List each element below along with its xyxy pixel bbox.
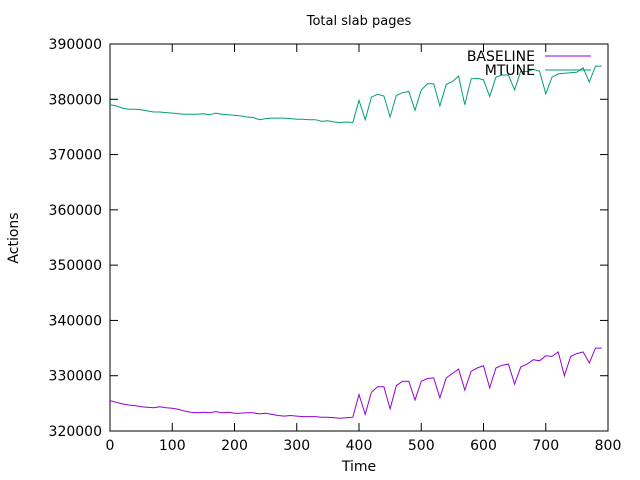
y-tick-label: 320000 <box>49 424 102 440</box>
x-tick-label: 100 <box>159 438 186 454</box>
x-tick-label: 500 <box>408 438 435 454</box>
legend-label-baseline: BASELINE <box>467 49 535 65</box>
x-tick-label: 700 <box>532 438 559 454</box>
legend-label-mtune: MTUNE <box>485 63 535 79</box>
x-axis-label: Time <box>341 459 376 475</box>
series-line-mtune <box>109 65 602 124</box>
y-tick-label: 390000 <box>49 37 102 53</box>
y-tick-label: 360000 <box>49 203 102 219</box>
y-tick-label: 370000 <box>49 148 102 164</box>
y-tick-label: 380000 <box>49 92 102 108</box>
y-axis: 320000 330000 340000 350000 360000 370000 3800… <box>49 37 608 440</box>
legend: BASELINE MTUNE <box>467 49 591 79</box>
y-tick-label: 350000 <box>49 258 102 274</box>
y-tick-label: 340000 <box>49 313 102 329</box>
x-tick-label: 200 <box>221 438 248 454</box>
chart-title: Total slab pages <box>306 14 412 29</box>
y-axis-label: Actions <box>6 212 22 263</box>
x-tick-label: 0 <box>106 438 115 454</box>
x-tick-label: 800 <box>595 438 622 454</box>
x-tick-label: 300 <box>283 438 310 454</box>
x-tick-label: 600 <box>470 438 497 454</box>
series-line-baseline <box>109 347 602 419</box>
series-layer <box>109 65 602 419</box>
x-axis: 0 100 200 300 400 500 600 700 800 <box>106 44 622 454</box>
x-tick-label: 400 <box>346 438 373 454</box>
y-tick-label: 330000 <box>49 369 102 385</box>
